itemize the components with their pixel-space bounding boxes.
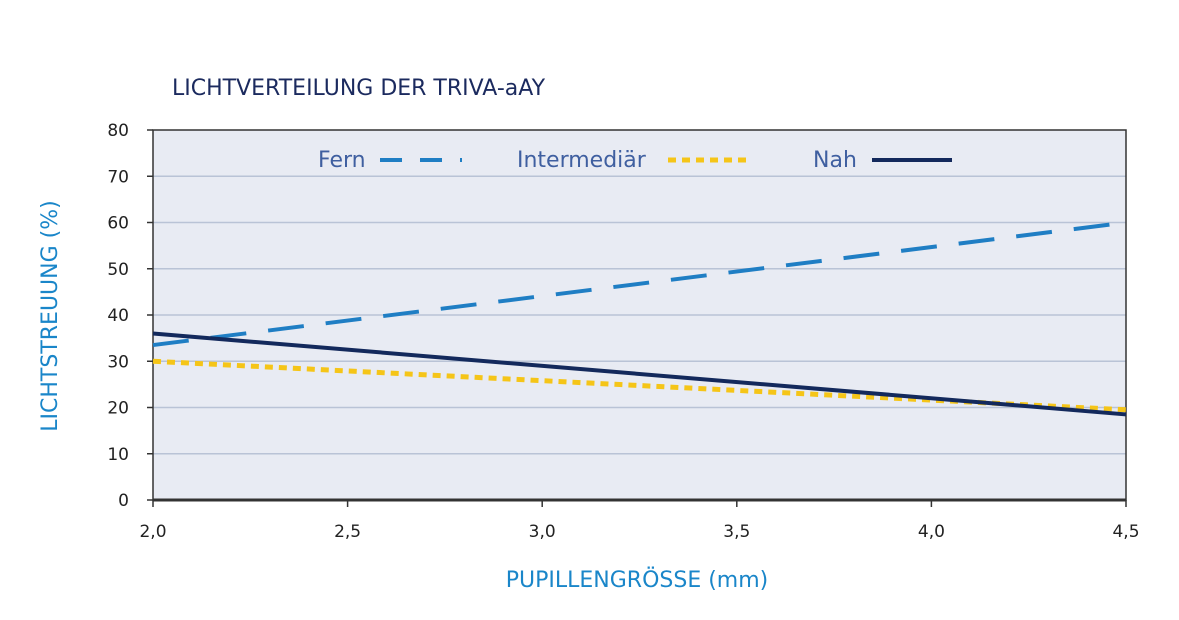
y-tick-label: 80: [107, 121, 129, 141]
y-tick-label: 30: [107, 352, 129, 372]
x-tick-label: 3,5: [723, 522, 750, 542]
y-tick-label: 50: [107, 260, 129, 280]
x-tick-label: 4,5: [1112, 522, 1139, 542]
series-line: [152, 331, 1127, 417]
y-axis-title: LICHTSTREUUNG (%): [38, 200, 63, 431]
x-tick-label: 2,0: [139, 522, 166, 542]
y-tick-label: 40: [107, 306, 129, 326]
chart-title: LICHTVERTEILUNG DER TRIVA-aAY: [172, 76, 546, 101]
legend-label: Nah: [813, 148, 857, 173]
x-tick-label: 3,0: [529, 522, 556, 542]
y-tick-label: 20: [107, 399, 129, 419]
y-tick-label: 0: [118, 491, 129, 511]
x-tick-label: 4,0: [918, 522, 945, 542]
x-tick-label: 2,5: [334, 522, 361, 542]
series-line: [152, 220, 1127, 348]
y-tick-label: 70: [107, 167, 129, 187]
legend-label: Fern: [318, 148, 366, 173]
legend-label: Intermediär: [517, 148, 647, 173]
y-tick-label: 10: [107, 445, 129, 465]
x-axis-title: PUPILLENGRÖSSE (mm): [506, 567, 769, 593]
y-tick-label: 60: [107, 214, 129, 234]
